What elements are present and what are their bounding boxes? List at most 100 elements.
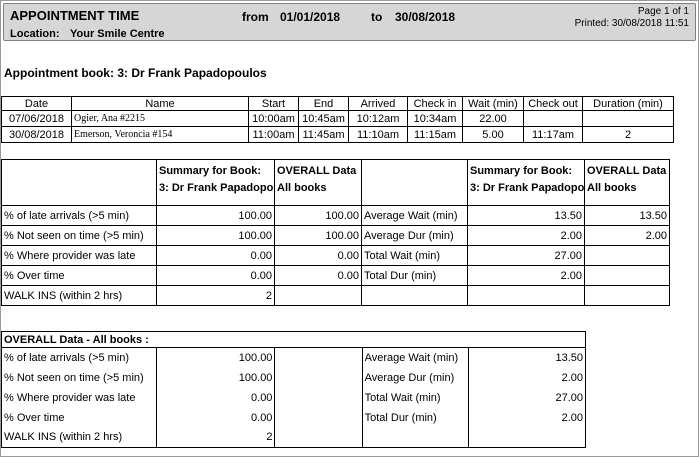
appointment-cell: 11:00am [248,126,299,143]
summary-overall-header-right-line2: All books [587,182,637,194]
appointment-cell: Emerson, Veroncia #154 [71,126,249,143]
summary-metric-label-right: Average Dur (min) [361,225,468,246]
overall-row: % Not seen on time (>5 min) 100.00 Average… [0,367,587,388]
overall-metric-label: % of late arrivals (>5 min) [0,347,158,368]
overall-row: WALK INS (within 2 hrs) 2 [0,427,587,448]
appointment-cell: 11:45am [298,126,349,143]
overall-metric-label-right [361,427,469,448]
overall-table: OVERALL Data - All books : % of late arr… [0,331,587,448]
appointment-cell [582,110,674,127]
overall-metric-value: 2 [156,427,276,448]
book-name: 3: Dr Frank Papadopoulos [117,66,267,80]
summary-metric-label: WALK INS (within 2 hrs) [1,285,157,306]
overall-metric-value-right: 2.00 [467,367,587,388]
appointment-cell: 30/08/2018 [1,126,72,143]
summary-row: % Where provider was late 0.00 0.00 Total W… [1,245,670,266]
summary-overall-value: 0.00 [274,265,362,286]
appointment-cell: 10:34am [407,110,463,127]
summary-metric-label: % Over time [1,265,157,286]
appointments-column-header: Wait (min) [462,96,524,111]
overall-metric-label-right: Average Wait (min) [361,347,469,368]
summary-overall-header-right-line1: OVERALL Data [587,165,667,177]
summary-book-value-right: 2.00 [467,225,585,246]
page-number: Page 1 of 1 [637,6,689,17]
overall-metric-label-right: Average Dur (min) [361,367,469,388]
summary-row: % Not seen on time (>5 min) 100.00 100.00 A… [1,225,670,246]
appointment-row: 30/08/2018 Emerson, Veroncia #154 11:00am 1… [1,126,674,143]
appointment-cell: 10:00am [248,110,299,127]
from-date: 01/01/2018 [280,10,341,24]
appointment-row: 07/06/2018 Ogier, Ana #2215 10:00am 10:45am… [1,110,674,127]
summary-book-header: Summary for Book: 3: Dr Frank Papadopoul… [156,159,275,206]
appointment-book-heading: Appointment book: 3: Dr Frank Papadopoul… [4,66,267,80]
summary-metric-label-right: Total Dur (min) [361,265,468,286]
book-label: Appointment book: [4,66,114,80]
summary-metric-label: % Where provider was late [1,245,157,266]
location-label: Location: [10,28,60,40]
overall-title: OVERALL Data - All books : [1,331,586,348]
appointment-cell: 07/06/2018 [1,110,72,127]
to-label: to [371,10,383,24]
summary-book-header-right-line2: 3: Dr Frank Papadopoulos [470,182,585,194]
appointment-cell: 10:12am [348,110,408,127]
appointments-column-header: Date [1,96,72,111]
appointment-cell: 5.00 [462,126,524,143]
overall-metric-label-right: Total Dur (min) [361,407,469,428]
appointments-column-header: Duration (min) [582,96,674,111]
summary-overall-value: 100.00 [274,205,362,226]
summary-overall-value-right [584,245,670,266]
summary-row: % of late arrivals (>5 min) 100.00 100.00 A… [1,205,670,226]
overall-row: % Over time 0.00 Total Dur (min) 2.00 [0,407,587,428]
summary-overall-header: OVERALL Data All books [274,159,362,206]
summary-book-header-line1: Summary for Book: [159,165,262,177]
summary-overall-header-right: OVERALL Data All books [584,159,670,206]
summary-book-value-right: 27.00 [467,245,585,266]
overall-spacer [274,427,363,448]
summary-blank-header-2 [361,159,468,206]
summary-overall-value-right: 13.50 [584,205,670,226]
appointment-cell: 11:10am [348,126,408,143]
location-value: Your Smile Centre [70,28,165,40]
overall-metric-label: WALK INS (within 2 hrs) [0,427,158,448]
appointments-column-header: Check out [523,96,583,111]
summary-overall-value-right: 2.00 [584,225,670,246]
report-title: APPOINTMENT TIME [10,8,140,23]
summary-metric-label: % Not seen on time (>5 min) [1,225,157,246]
summary-overall-value-right [584,265,670,286]
appointment-cell: 22.00 [462,110,524,127]
summary-book-value-right [467,285,585,306]
overall-metric-label: % Where provider was late [0,387,158,408]
summary-book-value: 100.00 [156,205,275,226]
summary-overall-header-line1: OVERALL Data [277,165,357,177]
summary-metric-label: % of late arrivals (>5 min) [1,205,157,226]
appointment-cell [523,110,583,127]
overall-metric-value: 100.00 [156,347,276,368]
summary-book-header-right-line1: Summary for Book: [470,165,573,177]
overall-header-row: OVERALL Data - All books : [1,331,586,348]
to-date: 30/08/2018 [395,10,456,24]
summary-row: % Over time 0.00 0.00 Total Dur (min) 2.00 [1,265,670,286]
summary-overall-value: 100.00 [274,225,362,246]
overall-metric-value: 0.00 [156,387,276,408]
overall-metric-value-right [467,427,587,448]
summary-overall-header-line2: All books [277,182,327,194]
summary-overall-value-right [584,285,670,306]
appointments-column-header: Name [71,96,249,111]
appointments-column-header: Check in [407,96,463,111]
summary-blank-header [1,159,157,206]
appointments-header-row: Date Name Start End Arrived Check in Wait (min… [1,96,674,111]
summary-book-value-right: 13.50 [467,205,585,226]
summary-table: Summary for Book: 3: Dr Frank Papadopoul… [1,159,670,306]
overall-spacer [274,367,363,388]
overall-spacer [274,347,363,368]
summary-metric-label-right: Average Wait (min) [361,205,468,226]
overall-metric-value-right: 13.50 [467,347,587,368]
summary-book-value: 0.00 [156,265,275,286]
appointment-cell: 10:45am [298,110,349,127]
overall-metric-value: 0.00 [156,407,276,428]
appointments-column-header: End [298,96,349,111]
overall-metric-value-right: 27.00 [467,387,587,408]
appointment-cell: 11:15am [407,126,463,143]
overall-metric-label: % Not seen on time (>5 min) [0,367,158,388]
appointment-cell: 11:17am [523,126,583,143]
